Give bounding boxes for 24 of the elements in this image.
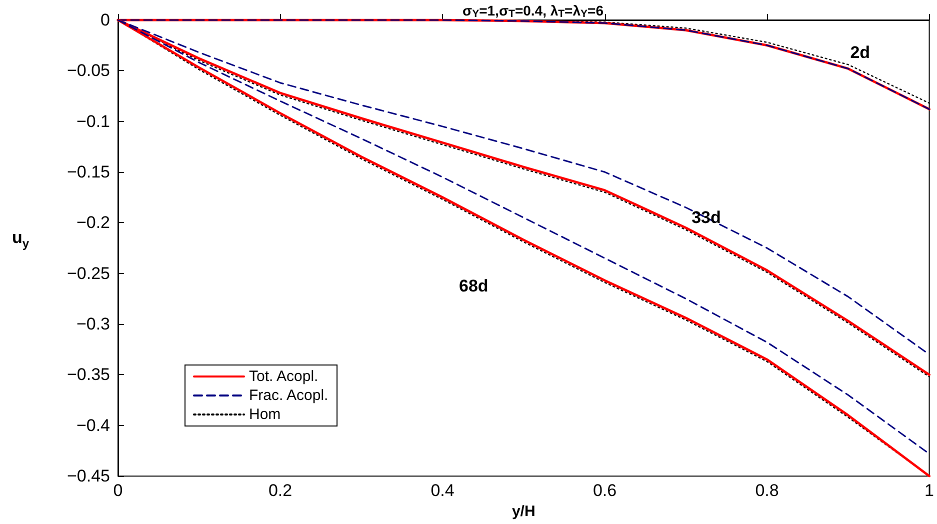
y-tick-label: −0.2 <box>76 213 110 232</box>
y-tick-label: −0.35 <box>66 365 110 384</box>
x-tick-label: 0.6 <box>592 481 617 500</box>
x-axis-title: y/H <box>512 503 536 520</box>
x-tick-label: 0.2 <box>268 481 292 500</box>
x-tick-label: 1 <box>924 481 934 500</box>
legend-label: Tot. Acopl. <box>249 368 318 385</box>
y-tick-label: 0 <box>100 10 110 30</box>
legend-label: Frac. Acopl. <box>249 387 328 404</box>
x-tick-label: 0 <box>113 481 123 500</box>
annotation: 68d <box>458 276 488 296</box>
y-tick-label: −0.25 <box>66 264 110 283</box>
y-tick-label: −0.05 <box>66 61 110 80</box>
y-tick-label: −0.4 <box>76 416 110 435</box>
y-tick-label: −0.15 <box>66 162 110 182</box>
legend-label: Hom <box>249 406 281 423</box>
annotation: 2d <box>850 43 870 62</box>
y-axis-title: u$_{y}$ <box>12 228 30 250</box>
y-tick-label: −0.3 <box>76 314 110 334</box>
x-tick-label: 0.4 <box>430 481 454 500</box>
y-tick-label: −0.1 <box>76 112 110 131</box>
y-tick-label: −0.45 <box>66 466 110 486</box>
x-tick-label: 0.8 <box>755 481 779 500</box>
annotation: 33d <box>692 208 721 228</box>
